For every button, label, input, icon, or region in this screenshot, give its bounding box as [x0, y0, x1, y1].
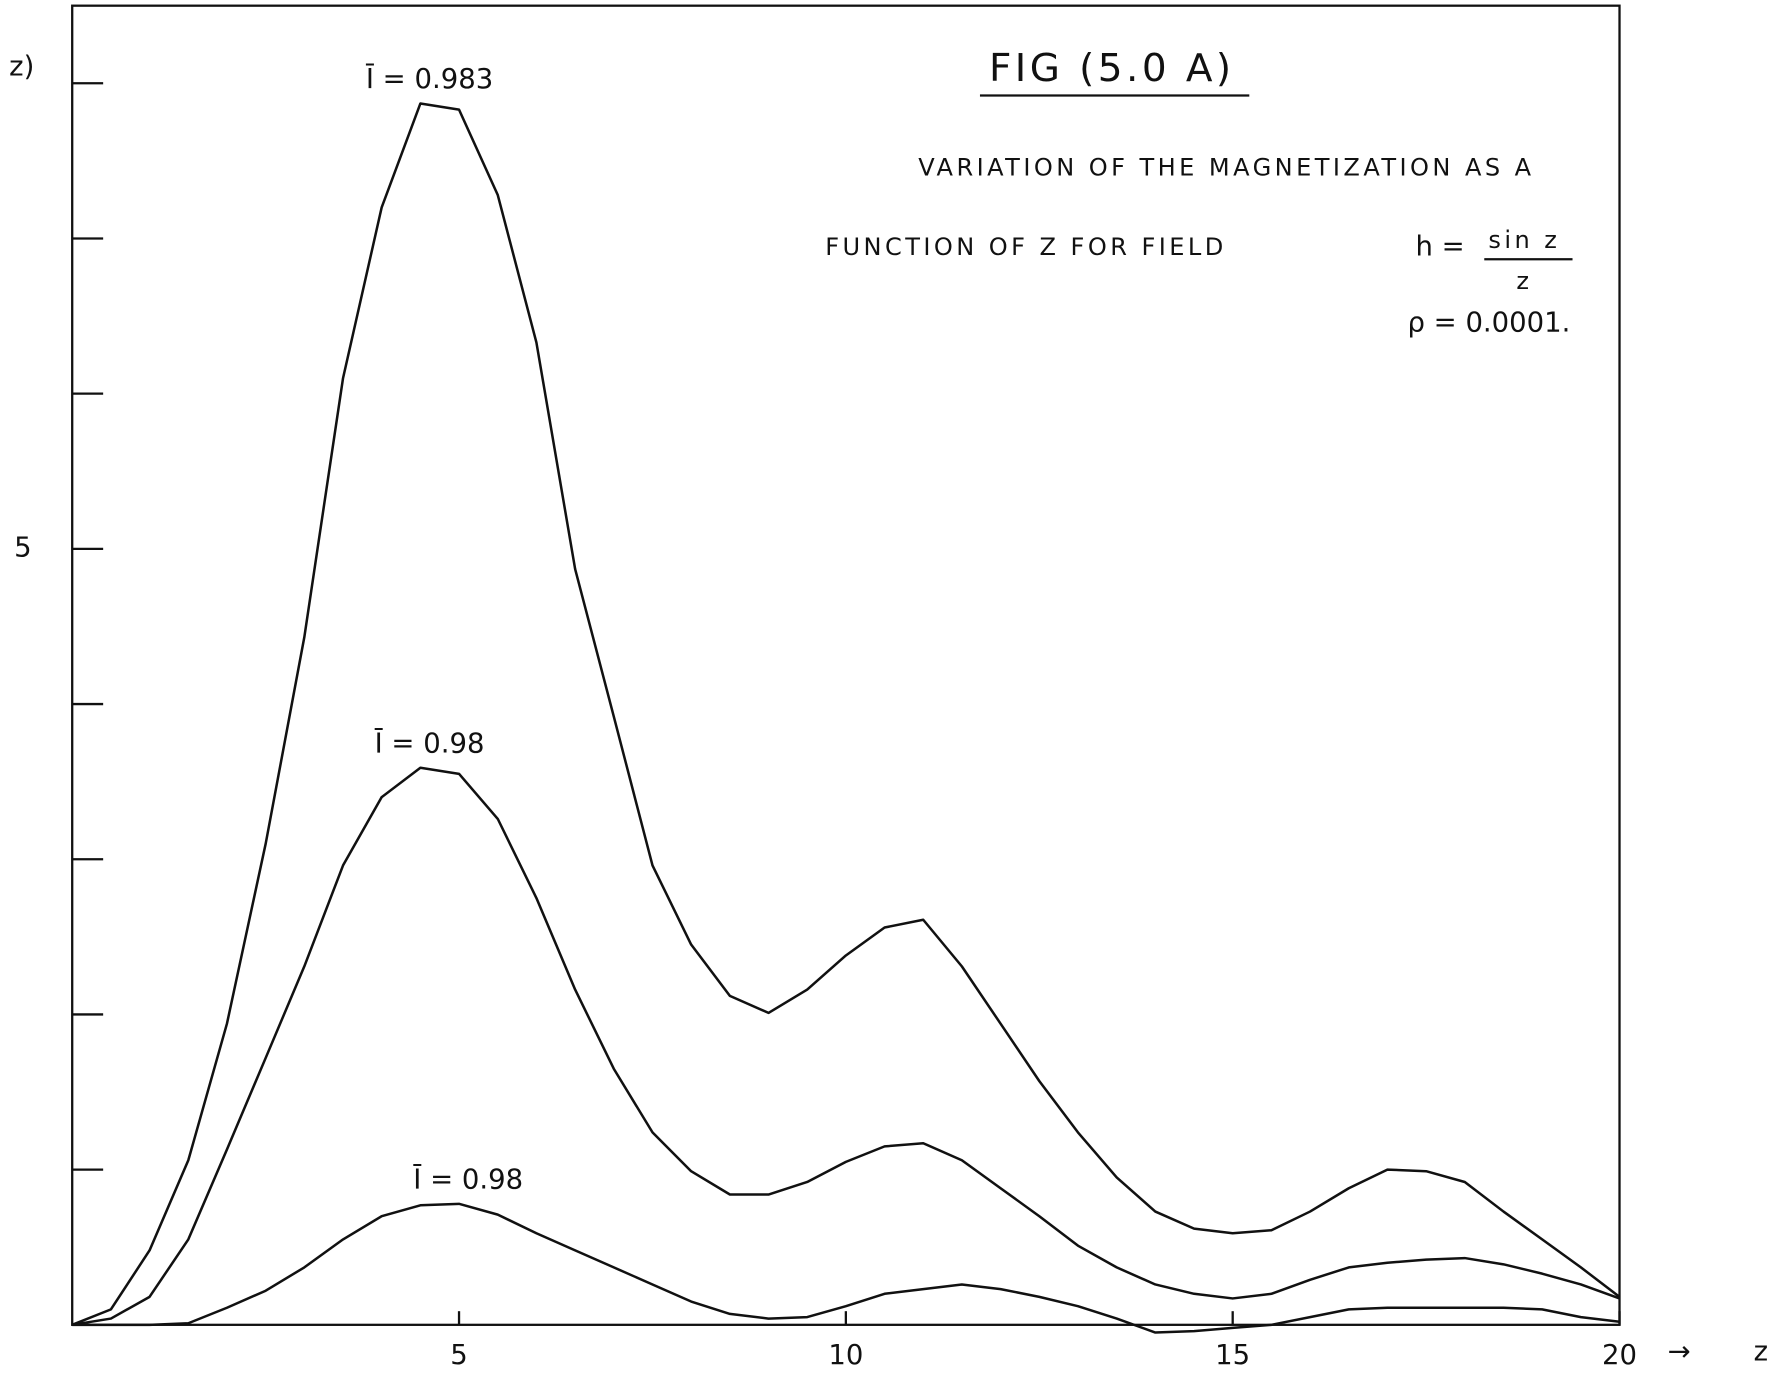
formula-parameter: ρ = 0.0001. — [1407, 308, 1570, 339]
series-line — [72, 1202, 1620, 1334]
series-line — [71, 102, 1621, 1326]
x-axis-arrow: → — [1668, 1337, 1691, 1368]
x-tick-label: 20 — [1602, 1340, 1637, 1371]
annotation: FUNCTION OF Z FOR FIELD — [825, 233, 1227, 261]
x-tick-label: 15 — [1215, 1340, 1250, 1371]
x-tick-label: 5 — [450, 1340, 468, 1371]
formula-denominator: z — [1516, 267, 1532, 295]
plot-frame — [71, 4, 1621, 1326]
series-label: Ī = 0.98 — [413, 1165, 523, 1196]
series-line — [72, 766, 1620, 1327]
series-label: Ī = 0.98 — [375, 729, 485, 760]
annotation: VARIATION OF THE MAGNETIZATION AS A — [918, 153, 1534, 181]
x-axis-label: z — [1754, 1337, 1768, 1368]
y-tick-label: 5 — [14, 532, 32, 563]
series-label: Ī = 0.983 — [366, 64, 493, 95]
x-tick-label: 10 — [828, 1340, 863, 1371]
formula-numerator: sin z — [1488, 226, 1560, 254]
y-axis-label: z) — [9, 52, 34, 83]
formula-lhs: h = — [1416, 231, 1465, 262]
chart-title: FIG (5.0 A) — [989, 46, 1235, 91]
